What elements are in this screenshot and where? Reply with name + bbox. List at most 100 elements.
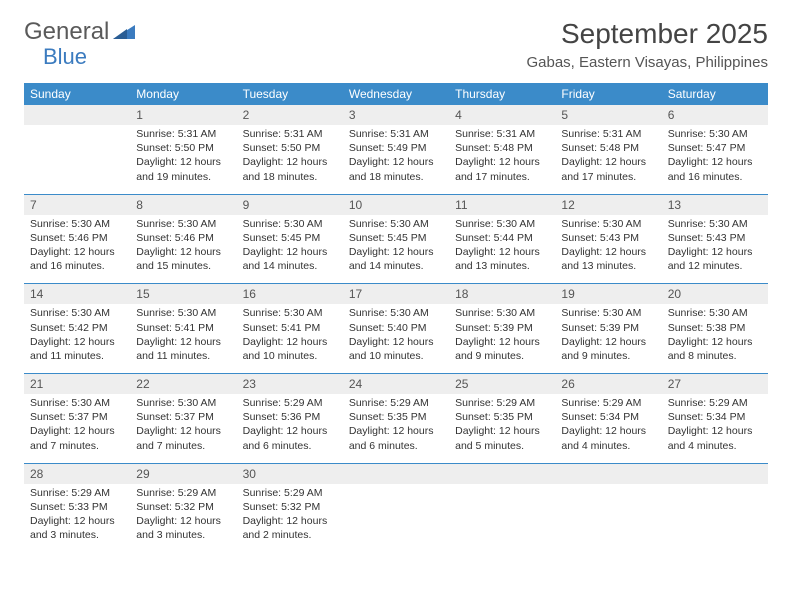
daylight-text: Daylight: 12 hours and 13 minutes. bbox=[455, 245, 549, 273]
sunset-text: Sunset: 5:46 PM bbox=[30, 231, 124, 245]
day-info-cell: Sunrise: 5:30 AMSunset: 5:46 PMDaylight:… bbox=[24, 215, 130, 284]
day-info-cell: Sunrise: 5:30 AMSunset: 5:45 PMDaylight:… bbox=[343, 215, 449, 284]
day-number-cell: 26 bbox=[555, 374, 661, 394]
day-number-cell bbox=[343, 464, 449, 484]
day-number-row: 282930 bbox=[24, 464, 768, 484]
sunrise-text: Sunrise: 5:29 AM bbox=[561, 396, 655, 410]
sunrise-text: Sunrise: 5:30 AM bbox=[243, 217, 337, 231]
sunset-text: Sunset: 5:43 PM bbox=[668, 231, 762, 245]
day-info-cell: Sunrise: 5:30 AMSunset: 5:39 PMDaylight:… bbox=[449, 304, 555, 373]
daylight-text: Daylight: 12 hours and 12 minutes. bbox=[668, 245, 762, 273]
day-info-row: Sunrise: 5:30 AMSunset: 5:42 PMDaylight:… bbox=[24, 304, 768, 373]
sunrise-text: Sunrise: 5:30 AM bbox=[668, 127, 762, 141]
sunset-text: Sunset: 5:39 PM bbox=[561, 321, 655, 335]
day-header: Sunday bbox=[24, 83, 130, 105]
day-number-cell: 13 bbox=[662, 195, 768, 215]
daylight-text: Daylight: 12 hours and 9 minutes. bbox=[561, 335, 655, 363]
sunset-text: Sunset: 5:38 PM bbox=[668, 321, 762, 335]
day-info-cell bbox=[449, 484, 555, 553]
day-number-cell: 20 bbox=[662, 284, 768, 304]
daylight-text: Daylight: 12 hours and 5 minutes. bbox=[455, 424, 549, 452]
sunrise-text: Sunrise: 5:30 AM bbox=[136, 306, 230, 320]
calendar-table: Sunday Monday Tuesday Wednesday Thursday… bbox=[24, 83, 768, 552]
sunset-text: Sunset: 5:34 PM bbox=[668, 410, 762, 424]
sunset-text: Sunset: 5:41 PM bbox=[243, 321, 337, 335]
day-header-row: Sunday Monday Tuesday Wednesday Thursday… bbox=[24, 83, 768, 105]
day-number-row: 78910111213 bbox=[24, 195, 768, 215]
day-number-cell: 25 bbox=[449, 374, 555, 394]
day-info-cell: Sunrise: 5:29 AMSunset: 5:36 PMDaylight:… bbox=[237, 394, 343, 463]
day-number-cell: 18 bbox=[449, 284, 555, 304]
daylight-text: Daylight: 12 hours and 7 minutes. bbox=[30, 424, 124, 452]
day-number-cell: 1 bbox=[130, 105, 236, 125]
sunset-text: Sunset: 5:48 PM bbox=[455, 141, 549, 155]
sunset-text: Sunset: 5:41 PM bbox=[136, 321, 230, 335]
day-info-cell: Sunrise: 5:30 AMSunset: 5:47 PMDaylight:… bbox=[662, 125, 768, 194]
day-header: Thursday bbox=[449, 83, 555, 105]
day-info-cell: Sunrise: 5:29 AMSunset: 5:32 PMDaylight:… bbox=[130, 484, 236, 553]
sunset-text: Sunset: 5:45 PM bbox=[349, 231, 443, 245]
sunset-text: Sunset: 5:46 PM bbox=[136, 231, 230, 245]
daylight-text: Daylight: 12 hours and 19 minutes. bbox=[136, 155, 230, 183]
day-number-cell: 3 bbox=[343, 105, 449, 125]
sunrise-text: Sunrise: 5:31 AM bbox=[136, 127, 230, 141]
daylight-text: Daylight: 12 hours and 6 minutes. bbox=[349, 424, 443, 452]
day-info-cell: Sunrise: 5:30 AMSunset: 5:41 PMDaylight:… bbox=[130, 304, 236, 373]
sunrise-text: Sunrise: 5:31 AM bbox=[455, 127, 549, 141]
day-number-cell: 27 bbox=[662, 374, 768, 394]
day-header: Tuesday bbox=[237, 83, 343, 105]
day-number-row: 14151617181920 bbox=[24, 284, 768, 304]
sunset-text: Sunset: 5:50 PM bbox=[136, 141, 230, 155]
day-info-cell: Sunrise: 5:29 AMSunset: 5:35 PMDaylight:… bbox=[343, 394, 449, 463]
day-info-cell: Sunrise: 5:31 AMSunset: 5:48 PMDaylight:… bbox=[449, 125, 555, 194]
day-number-cell: 19 bbox=[555, 284, 661, 304]
sunrise-text: Sunrise: 5:30 AM bbox=[30, 396, 124, 410]
day-number-cell: 7 bbox=[24, 195, 130, 215]
daylight-text: Daylight: 12 hours and 4 minutes. bbox=[668, 424, 762, 452]
daylight-text: Daylight: 12 hours and 18 minutes. bbox=[243, 155, 337, 183]
day-info-cell: Sunrise: 5:29 AMSunset: 5:33 PMDaylight:… bbox=[24, 484, 130, 553]
title-block: September 2025 Gabas, Eastern Visayas, P… bbox=[526, 18, 768, 71]
day-info-cell: Sunrise: 5:29 AMSunset: 5:35 PMDaylight:… bbox=[449, 394, 555, 463]
day-number-cell: 12 bbox=[555, 195, 661, 215]
logo-triangle-icon bbox=[113, 18, 135, 46]
daylight-text: Daylight: 12 hours and 14 minutes. bbox=[349, 245, 443, 273]
sunrise-text: Sunrise: 5:30 AM bbox=[561, 217, 655, 231]
day-number-cell: 16 bbox=[237, 284, 343, 304]
sunrise-text: Sunrise: 5:29 AM bbox=[243, 396, 337, 410]
day-info-row: Sunrise: 5:29 AMSunset: 5:33 PMDaylight:… bbox=[24, 484, 768, 553]
daylight-text: Daylight: 12 hours and 4 minutes. bbox=[561, 424, 655, 452]
day-info-cell: Sunrise: 5:29 AMSunset: 5:32 PMDaylight:… bbox=[237, 484, 343, 553]
sunrise-text: Sunrise: 5:29 AM bbox=[455, 396, 549, 410]
sunset-text: Sunset: 5:44 PM bbox=[455, 231, 549, 245]
day-info-cell: Sunrise: 5:30 AMSunset: 5:40 PMDaylight:… bbox=[343, 304, 449, 373]
daylight-text: Daylight: 12 hours and 11 minutes. bbox=[30, 335, 124, 363]
sunrise-text: Sunrise: 5:30 AM bbox=[349, 306, 443, 320]
logo: General bbox=[24, 18, 135, 46]
day-info-cell bbox=[555, 484, 661, 553]
daylight-text: Daylight: 12 hours and 10 minutes. bbox=[349, 335, 443, 363]
day-info-cell: Sunrise: 5:30 AMSunset: 5:42 PMDaylight:… bbox=[24, 304, 130, 373]
sunrise-text: Sunrise: 5:30 AM bbox=[243, 306, 337, 320]
location-subtitle: Gabas, Eastern Visayas, Philippines bbox=[526, 54, 768, 71]
day-number-cell: 28 bbox=[24, 464, 130, 484]
sunset-text: Sunset: 5:37 PM bbox=[136, 410, 230, 424]
day-info-cell: Sunrise: 5:30 AMSunset: 5:41 PMDaylight:… bbox=[237, 304, 343, 373]
day-info-cell: Sunrise: 5:30 AMSunset: 5:44 PMDaylight:… bbox=[449, 215, 555, 284]
sunrise-text: Sunrise: 5:29 AM bbox=[30, 486, 124, 500]
sunset-text: Sunset: 5:49 PM bbox=[349, 141, 443, 155]
sunset-text: Sunset: 5:37 PM bbox=[30, 410, 124, 424]
month-title: September 2025 bbox=[526, 18, 768, 50]
day-info-cell bbox=[662, 484, 768, 553]
sunset-text: Sunset: 5:39 PM bbox=[455, 321, 549, 335]
daylight-text: Daylight: 12 hours and 13 minutes. bbox=[561, 245, 655, 273]
day-number-cell: 11 bbox=[449, 195, 555, 215]
logo-text-2: Blue bbox=[43, 44, 87, 70]
day-number-cell: 8 bbox=[130, 195, 236, 215]
day-info-cell: Sunrise: 5:31 AMSunset: 5:50 PMDaylight:… bbox=[237, 125, 343, 194]
sunrise-text: Sunrise: 5:29 AM bbox=[349, 396, 443, 410]
day-number-cell: 14 bbox=[24, 284, 130, 304]
daylight-text: Daylight: 12 hours and 3 minutes. bbox=[30, 514, 124, 542]
sunset-text: Sunset: 5:35 PM bbox=[455, 410, 549, 424]
day-number-row: 123456 bbox=[24, 105, 768, 125]
